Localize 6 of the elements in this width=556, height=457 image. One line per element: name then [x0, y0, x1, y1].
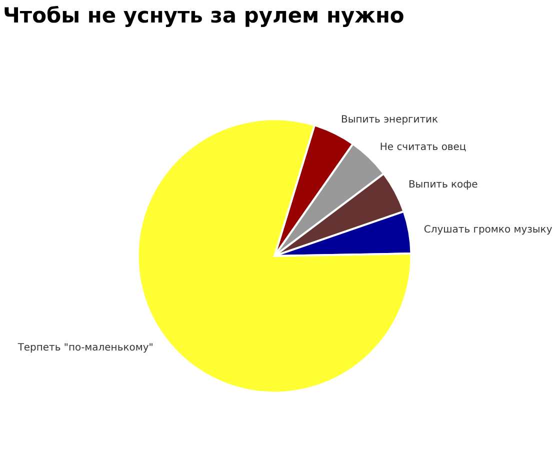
slice-label: Выпить энергитик: [341, 114, 438, 126]
slice-label: Выпить кофе: [408, 180, 478, 191]
slice-label: Слушать громко музыку: [424, 224, 552, 236]
slice-label: Терпеть "по-маленькому": [16, 342, 154, 354]
chart-title: Чтобы не уснуть за рулем нужно: [2, 3, 404, 28]
slice-label: Не считать овец: [380, 142, 466, 153]
